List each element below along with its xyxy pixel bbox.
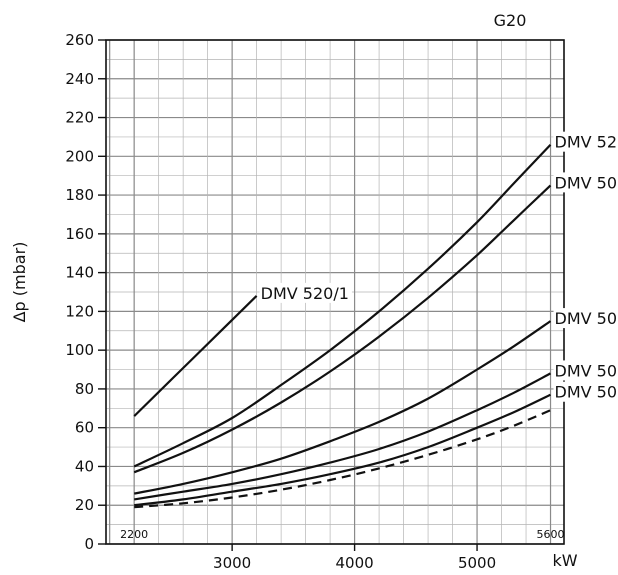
y-tick-label: 240 bbox=[65, 70, 94, 88]
series-line-5 bbox=[134, 393, 551, 507]
x-tick-label: 4000 bbox=[335, 554, 373, 572]
y-tick-label: 100 bbox=[65, 341, 94, 359]
y-tick-label: 20 bbox=[75, 496, 94, 514]
series-label-0: DMV 520/1 bbox=[261, 284, 349, 303]
y-tick-label: 180 bbox=[65, 186, 94, 204]
series-line-4 bbox=[134, 372, 552, 501]
series-label-5: DMV 50125/1 bbox=[555, 383, 618, 402]
grid bbox=[106, 39, 564, 545]
series-label-bg bbox=[553, 172, 618, 193]
x-axis-label: kW bbox=[552, 551, 577, 570]
y-tick-label: 80 bbox=[75, 380, 94, 398]
series-line-0 bbox=[133, 295, 258, 417]
series-label-bg bbox=[259, 282, 352, 303]
series-label-bg bbox=[553, 381, 618, 402]
series-label-1: DMV 525/1 bbox=[555, 133, 618, 152]
y-tick-label: 160 bbox=[65, 225, 94, 243]
series-line-1 bbox=[133, 143, 552, 468]
corner-label: G20 bbox=[494, 11, 527, 30]
series-labels: DMV 520/1 DMV 525/1 DMV 5065/1 DMV 5080/1 DM… bbox=[259, 131, 618, 402]
y-tick-label: 220 bbox=[65, 109, 94, 127]
series-label-4: DMV 50100/1 bbox=[555, 361, 618, 380]
y-tick-label: 60 bbox=[75, 419, 94, 437]
series-label-bg bbox=[553, 360, 618, 381]
series-label-3: DMV 5080/1 bbox=[555, 309, 618, 328]
plot-frame bbox=[105, 39, 565, 545]
series-line-3 bbox=[133, 320, 552, 495]
series-label-bg bbox=[553, 131, 618, 152]
y-tick-label: 0 bbox=[84, 535, 94, 553]
y-tick-label: 140 bbox=[65, 264, 94, 282]
curves bbox=[133, 143, 552, 509]
series-label-2: DMV 5065/1 bbox=[555, 173, 618, 192]
marker-label: 2200 bbox=[120, 528, 148, 541]
marker-label: 5600 bbox=[537, 528, 565, 541]
x-tick-label: 3000 bbox=[213, 554, 251, 572]
series-label-bg bbox=[553, 308, 618, 329]
y-axis-label: Δp (mbar) bbox=[10, 242, 29, 323]
plot-border bbox=[105, 39, 565, 545]
y-tick-label: 120 bbox=[65, 302, 94, 320]
y-tick-label: 40 bbox=[75, 457, 94, 475]
tick-labels: 0 20 40 60 80 100 120 140 160 180 200 220 240 260 3000… bbox=[65, 31, 564, 572]
y-tick-label: 200 bbox=[65, 147, 94, 165]
x-tick-label: 5000 bbox=[458, 554, 496, 572]
series-line-2 bbox=[133, 184, 552, 474]
y-tick-label: 260 bbox=[65, 31, 94, 49]
